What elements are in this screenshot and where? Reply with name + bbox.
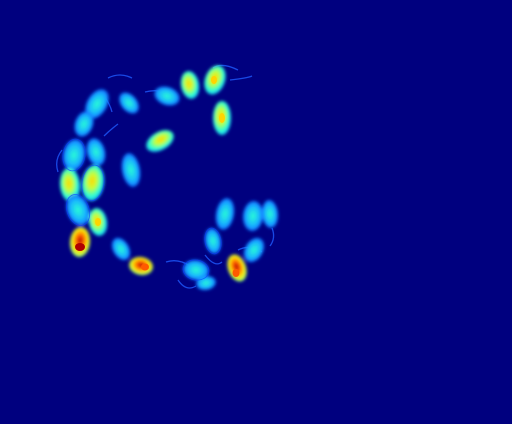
hot-cores xyxy=(75,76,240,277)
animal-blob xyxy=(59,168,81,202)
hot-core xyxy=(75,243,85,251)
animal-blob xyxy=(66,194,90,226)
animal-blob-hot xyxy=(129,256,153,276)
animal-blob xyxy=(121,153,141,187)
animal-blob-hot xyxy=(69,227,91,257)
animal-blob xyxy=(146,130,174,152)
animal-blob xyxy=(62,139,86,171)
animal-blob xyxy=(183,259,209,281)
animal-blob-hot xyxy=(227,254,247,282)
body-outlines xyxy=(62,138,222,281)
animal-blob xyxy=(86,138,106,166)
animal-blob xyxy=(261,200,279,228)
hot-core xyxy=(211,76,217,84)
animal-blob xyxy=(81,165,105,201)
animal-blob xyxy=(154,86,180,106)
animal-blob xyxy=(74,111,94,137)
rodent-blobs xyxy=(59,65,279,291)
animal-blob xyxy=(204,228,222,254)
animal-blob xyxy=(180,71,200,99)
animal-blob xyxy=(243,237,265,263)
animal-blob xyxy=(119,92,139,114)
hot-core xyxy=(95,218,101,226)
animal-blob xyxy=(111,237,131,261)
hot-core xyxy=(141,263,149,271)
animal-blob xyxy=(215,198,235,230)
hot-core xyxy=(232,269,240,277)
hot-core xyxy=(219,113,225,123)
animal-blob xyxy=(85,89,109,119)
animal-blob xyxy=(242,201,264,231)
